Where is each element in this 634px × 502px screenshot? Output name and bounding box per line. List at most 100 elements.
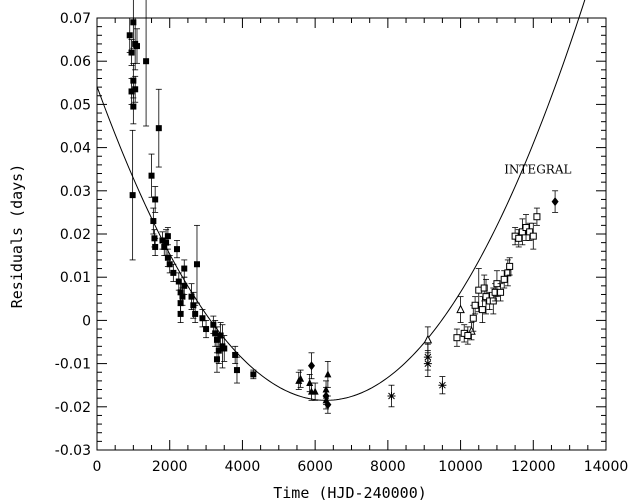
point-marker-filled-square <box>173 246 180 253</box>
plot-frame <box>96 17 607 451</box>
data-point <box>177 304 184 323</box>
point-marker-filled-square <box>181 265 188 272</box>
point-marker-filled-square <box>161 243 168 250</box>
data-point <box>221 335 228 362</box>
data-point <box>475 268 483 313</box>
data-point <box>460 324 468 343</box>
data-point <box>497 283 505 302</box>
x-axis-title: Time (HJD-240000) <box>273 484 427 502</box>
data-point <box>193 224 200 304</box>
point-marker-filled-square <box>148 172 155 179</box>
point-marker-filled-square <box>203 326 210 333</box>
point-marker-filled-square <box>217 332 224 339</box>
point-marker-filled-square <box>177 310 184 317</box>
point-marker-filled-square <box>213 336 220 343</box>
point-marker-filled-square <box>155 125 162 132</box>
data-point <box>173 240 180 259</box>
series-filled-diamond <box>308 190 559 414</box>
point-marker-filled-square <box>130 19 137 26</box>
point-marker-open-square <box>478 306 486 314</box>
point-marker-filled-square <box>210 321 217 328</box>
point-marker-filled-square <box>181 282 188 289</box>
point-marker-filled-square <box>177 300 184 307</box>
y-tick-label: 0.06 <box>60 54 91 70</box>
y-tick-label: 0.03 <box>60 184 91 200</box>
data-point <box>308 352 316 380</box>
y-tick-label: 0.02 <box>60 227 91 243</box>
data-point <box>522 214 530 241</box>
data-point <box>533 207 541 226</box>
point-marker-open-square <box>464 332 472 340</box>
data-point <box>453 328 461 347</box>
series-asterisk <box>387 343 447 408</box>
point-marker-filled-square <box>199 315 206 322</box>
point-marker-filled-square <box>129 192 136 199</box>
point-marker-filled-diamond <box>308 361 316 371</box>
point-marker-open-square <box>522 224 530 232</box>
point-marker-filled-triangle <box>311 387 319 395</box>
data-point <box>456 296 465 323</box>
data-point <box>469 304 477 332</box>
point-marker-asterisk <box>423 359 432 368</box>
point-marker-open-square <box>526 228 534 236</box>
data-point <box>152 186 159 213</box>
y-tick-label: -0.02 <box>55 400 91 416</box>
annotation-layer: INTEGRAL <box>504 163 571 177</box>
point-marker-filled-diamond <box>322 391 330 401</box>
point-marker-open-square <box>480 284 488 292</box>
point-marker-filled-square <box>192 310 199 317</box>
data-point <box>471 296 479 315</box>
point-marker-filled-square <box>250 371 257 378</box>
data-point <box>143 0 150 127</box>
point-marker-filled-square <box>128 49 135 56</box>
x-tick-label: 10000 <box>438 459 483 475</box>
x-tick-label: 14000 <box>584 459 629 475</box>
fit-curve <box>96 0 586 401</box>
x-tick-label: 0 <box>93 459 102 475</box>
point-marker-filled-square <box>215 347 222 354</box>
data-point <box>170 263 177 282</box>
point-marker-open-square <box>518 228 526 236</box>
fit-curve-layer <box>96 0 586 401</box>
x-tick-label: 6000 <box>297 459 333 475</box>
data-point <box>311 382 319 401</box>
point-marker-filled-square <box>164 233 171 240</box>
point-marker-filled-square <box>175 278 182 285</box>
data-point <box>192 304 199 323</box>
axis-ticks: 0 2000 4000 6000 8000 10000 12000 14000 -0.03 -0.… <box>55 11 629 475</box>
point-marker-open-square <box>482 293 490 301</box>
point-marker-open-square <box>515 234 523 242</box>
data-point <box>164 227 171 246</box>
y-tick-label: 0.04 <box>60 141 91 157</box>
point-marker-filled-square <box>193 261 200 268</box>
annotation-label: INTEGRAL <box>504 163 571 177</box>
point-marker-filled-square <box>233 367 240 374</box>
data-point <box>324 361 332 388</box>
data-point <box>518 218 526 246</box>
point-marker-open-square <box>497 288 505 296</box>
point-marker-filled-square <box>170 269 177 276</box>
point-marker-open-square <box>533 213 541 221</box>
y-tick-label: 0.05 <box>60 97 91 113</box>
data-point <box>155 88 162 168</box>
x-tick-label: 4000 <box>225 459 261 475</box>
point-marker-filled-square <box>179 293 186 300</box>
point-marker-filled-square <box>152 243 159 250</box>
data-point <box>464 326 472 345</box>
y-tick-label: 0.01 <box>60 270 91 286</box>
data-point <box>297 369 305 388</box>
data-point <box>148 153 155 198</box>
point-marker-filled-square <box>159 237 166 244</box>
point-marker-filled-triangle <box>306 379 314 387</box>
point-marker-asterisk <box>438 381 447 390</box>
data-point <box>199 309 206 328</box>
series-open-square <box>453 207 541 347</box>
point-marker-filled-square <box>143 58 150 65</box>
point-marker-open-square <box>471 301 479 309</box>
point-marker-filled-square <box>177 289 184 296</box>
data-point <box>203 319 210 339</box>
data-point <box>232 345 239 365</box>
point-marker-open-square <box>529 232 537 240</box>
point-marker-open-square <box>453 334 461 342</box>
